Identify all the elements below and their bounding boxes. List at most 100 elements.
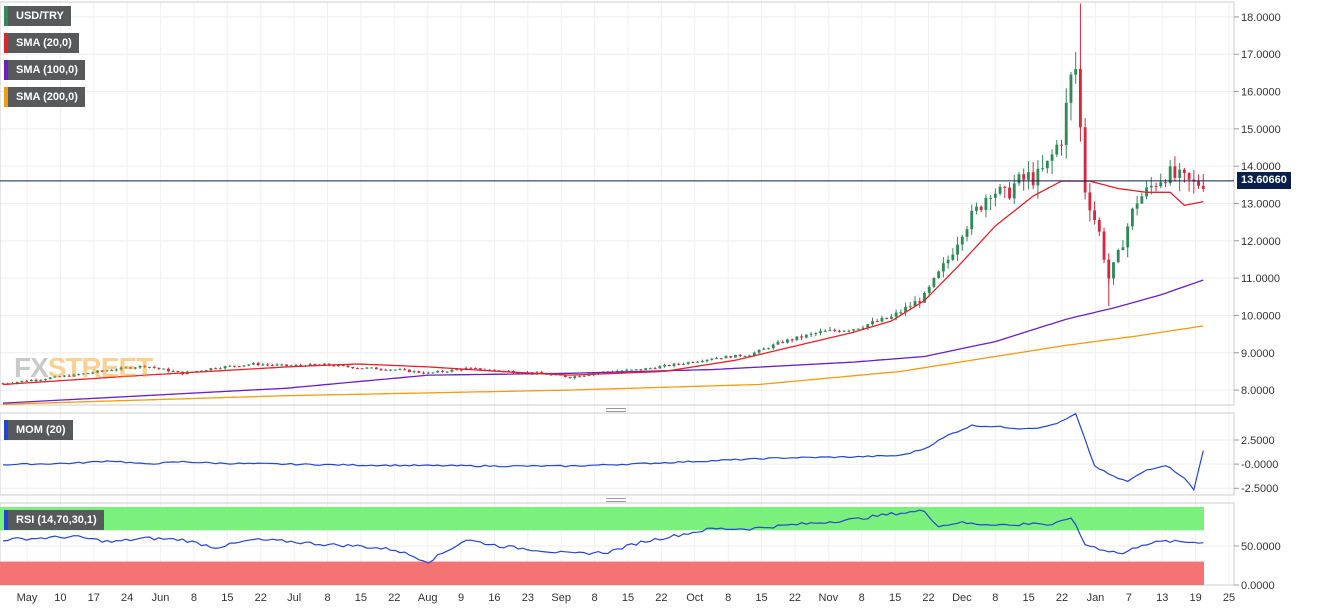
legend-swatch	[4, 420, 8, 440]
panel-resize-handle[interactable]	[606, 498, 626, 502]
x-tick-label: Jun	[152, 592, 170, 604]
x-tick-label: 22	[1056, 592, 1068, 604]
candle-body	[885, 317, 889, 319]
candle-body	[795, 336, 799, 341]
candle-body	[1088, 192, 1092, 211]
candle-body	[856, 328, 860, 330]
candle-body	[1130, 208, 1134, 227]
legend-rsi[interactable]: RSI (14,70,30,1)	[4, 510, 104, 530]
candle-body	[1121, 247, 1125, 251]
sma200-line	[2, 325, 1204, 405]
candle-body	[1055, 144, 1059, 155]
candle-body	[91, 372, 95, 374]
rsi-oversold-zone	[0, 561, 1204, 585]
legend-sma20[interactable]: SMA (20,0)	[4, 33, 79, 53]
candle-body	[634, 369, 638, 371]
candle-body	[700, 361, 704, 363]
candle-body	[724, 356, 728, 359]
legend-sma100-label: SMA (100,0)	[16, 64, 78, 76]
candle-body	[1159, 182, 1163, 187]
legend-usdtry[interactable]: USD/TRY	[4, 6, 71, 26]
candle-body	[441, 371, 444, 373]
candle-body	[247, 364, 251, 366]
candle-body	[989, 197, 993, 199]
candle-body	[573, 376, 577, 379]
legend-swatch	[4, 6, 8, 26]
candle-body	[786, 339, 789, 343]
candle-body	[568, 377, 572, 379]
candle-body	[932, 277, 936, 287]
candle-body	[1074, 69, 1078, 75]
candle-body	[1102, 231, 1106, 260]
candle-body	[899, 312, 903, 314]
x-tick-label: 22	[388, 592, 400, 604]
candle-body	[209, 368, 213, 371]
candle-body	[308, 364, 312, 367]
price-tick-label: 12.0000	[1241, 236, 1281, 248]
candle-body	[1064, 102, 1068, 145]
candle-body	[1027, 172, 1030, 180]
price-tick-label: 18.0000	[1241, 12, 1281, 24]
candle-body	[493, 369, 496, 371]
candle-body	[540, 372, 544, 374]
candle-body	[478, 368, 482, 370]
candle-body	[705, 359, 709, 362]
x-tick-label: May	[17, 592, 38, 604]
candle-body	[1093, 210, 1097, 220]
candle-body	[1045, 160, 1049, 169]
candle-body	[34, 379, 38, 381]
candle-body	[927, 286, 931, 293]
x-tick-label: Jan	[1087, 592, 1105, 604]
candle-body	[946, 259, 950, 264]
candle-body	[719, 358, 723, 360]
candle-body	[767, 348, 770, 350]
candle-body	[1022, 174, 1026, 180]
candle-body	[166, 368, 170, 372]
panel-resize-handle[interactable]	[606, 408, 626, 412]
candle-body	[285, 364, 288, 366]
legend-sma100[interactable]: SMA (100,0)	[4, 60, 85, 80]
candle-body	[710, 358, 714, 360]
candle-body	[393, 369, 397, 371]
candle-body	[256, 363, 260, 366]
candle-body	[48, 377, 52, 380]
candle-body	[176, 371, 180, 373]
candle-body	[804, 334, 808, 338]
candle-body	[299, 364, 303, 366]
legend-mom[interactable]: MOM (20)	[4, 420, 73, 440]
candle-body	[242, 365, 246, 367]
candle-body	[956, 244, 959, 255]
grid-lines	[0, 2, 1234, 586]
candle-body	[100, 370, 104, 372]
candle-body	[578, 376, 581, 378]
x-tick-label: 22	[255, 592, 267, 604]
candle-body	[204, 370, 208, 372]
candle-body	[696, 361, 700, 363]
legend-swatch	[4, 33, 8, 53]
x-tick-label: 17	[88, 592, 100, 604]
candle-body	[549, 374, 553, 376]
candle-body	[620, 370, 624, 372]
candle-body	[644, 368, 648, 371]
candle-body	[880, 317, 884, 322]
rsi-tick-label: 0.0000	[1241, 580, 1275, 592]
candle-body	[72, 374, 76, 377]
candles	[1, 3, 1205, 385]
candle-body	[672, 363, 676, 366]
price-tick-label: 10.0000	[1241, 310, 1281, 322]
candle-body	[837, 330, 841, 332]
candle-body	[214, 368, 218, 370]
candle-body	[582, 375, 586, 377]
rsi-overbought-zone	[0, 507, 1204, 531]
candle-body	[341, 365, 345, 367]
price-tick-label: 8.0000	[1241, 385, 1275, 397]
candle-body	[729, 356, 733, 358]
candle-body	[1149, 185, 1153, 188]
candle-body	[110, 370, 114, 372]
sma20-line	[2, 180, 1204, 386]
rsi-tick-label: 50.0000	[1241, 541, 1281, 553]
candle-body	[322, 363, 326, 365]
candle-body	[124, 367, 128, 369]
legend-sma200[interactable]: SMA (200,0)	[4, 87, 85, 107]
